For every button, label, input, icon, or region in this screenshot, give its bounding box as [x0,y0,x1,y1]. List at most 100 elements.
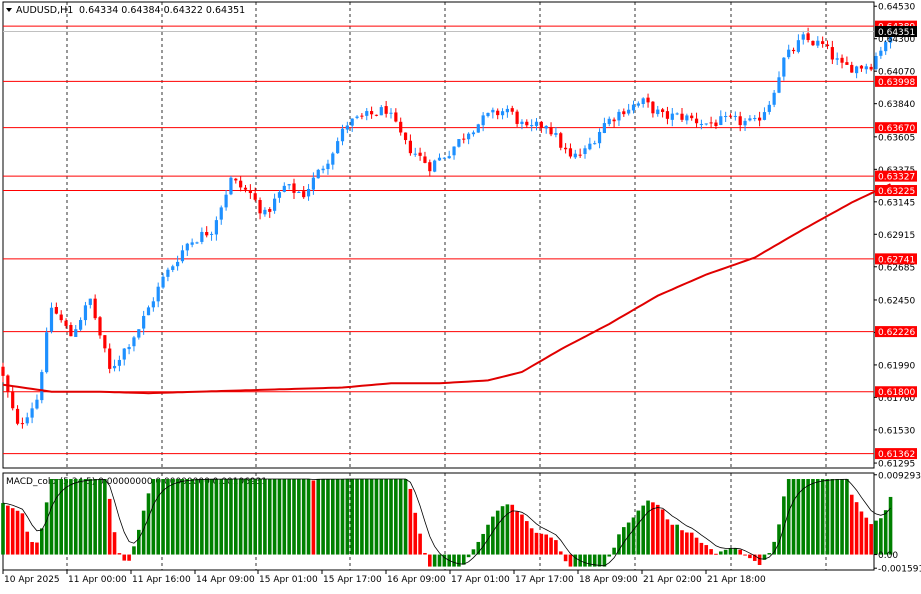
macd-bar [588,554,592,567]
candle-body [418,152,422,156]
candle-body [564,147,568,150]
candle-body [811,40,815,46]
macd-bar [287,479,291,555]
candle-body [651,101,655,114]
price-tick-label: 0.64530 [878,3,915,13]
candle-body [171,266,175,270]
macd-bar [728,548,733,555]
macd-bar [166,479,170,555]
candle-body [690,115,694,119]
macd-bar [636,510,641,555]
candle-body [864,66,868,70]
candle-body [772,92,776,105]
candle-body [850,64,854,73]
candle-body [69,325,73,337]
candle-body [505,108,509,113]
macd-bar [622,527,626,555]
macd-bar [379,479,384,555]
macd-bar [670,524,675,555]
macd-bar [452,554,456,567]
collapse-triangle-icon[interactable] [6,8,12,12]
level-price-box [875,326,917,338]
candle-body [714,122,718,127]
macd-bar [762,554,767,560]
candle-body [98,317,102,336]
candle-body [539,121,543,128]
macd-bar [190,479,194,555]
macd-bar [888,496,893,555]
candle-body [593,143,597,145]
macd-bar [796,479,801,555]
macd-bar [156,479,160,555]
level-price-label: 0.61800 [878,388,915,398]
candle-body [316,169,320,179]
macd-bar [549,537,553,555]
macd-bar [364,479,369,555]
candle-body [190,242,194,245]
candle-body [1,366,5,376]
candle-body [25,417,29,424]
candle-body [748,118,752,121]
candle-body [132,337,136,347]
candle-body [767,104,771,112]
macd-bar [44,502,49,555]
macd-bar [6,505,10,555]
last-price-box [875,26,917,38]
candle-body [471,132,476,135]
last-price-label: 0.64351 [878,28,915,38]
candle-body [758,117,762,121]
candle-body [656,109,660,115]
candle-body [64,320,68,326]
price-tick-label: 0.61295 [878,460,915,470]
candle-body [791,49,796,52]
candle-body [403,132,408,141]
candle-body [685,115,689,121]
candle-body [30,408,34,418]
candle-body [510,108,514,112]
candle-body [40,372,44,401]
symbol-label: AUDUSD,H1 [16,5,73,16]
macd-tick-label: 0.00 [878,551,898,561]
candle-body [243,187,248,190]
candle-body [481,115,485,126]
time-axis: 10 Apr 2025 11 Apr 00:00 11 Apr 16:00 14 Ap… [2,570,766,585]
candle-body [496,110,500,116]
macd-bar [224,479,228,555]
macd-bar [214,479,219,555]
macd-bar [864,517,869,555]
candle-body [607,118,611,125]
macd-bar [767,552,772,555]
macd-bar [141,510,146,555]
macd-bar [69,479,73,555]
candle-body [782,57,786,77]
candle-body [724,115,728,118]
macd-bar [350,479,354,555]
macd-bar [689,532,694,555]
macd-bar [10,508,15,555]
candle-body [743,120,747,126]
macd-bar [665,519,670,555]
candle-body [709,122,713,124]
candle-body [292,183,296,193]
candle-body [825,44,830,47]
ohlc-label: 0.64334 0.64384 0.64322 0.64351 [79,5,245,16]
moving-average [2,183,891,395]
macd-bar [583,554,587,567]
macd-bar [1,503,5,555]
macd-bar [437,554,442,567]
macd-bar [127,554,131,561]
candles [1,23,893,429]
candle-body [578,154,582,156]
macd-bar [544,534,548,555]
candle-body [321,168,325,171]
macd-bar [849,494,854,555]
macd-bar [782,496,786,555]
macd-bar [423,552,427,555]
macd-label: MACD_color(5,34,5) 0.00000000 0.00000000… [6,477,267,487]
candle-body [59,314,63,321]
macd-bar [675,524,679,555]
candle-body [869,66,873,70]
price-tick-label: 0.63605 [878,133,915,143]
